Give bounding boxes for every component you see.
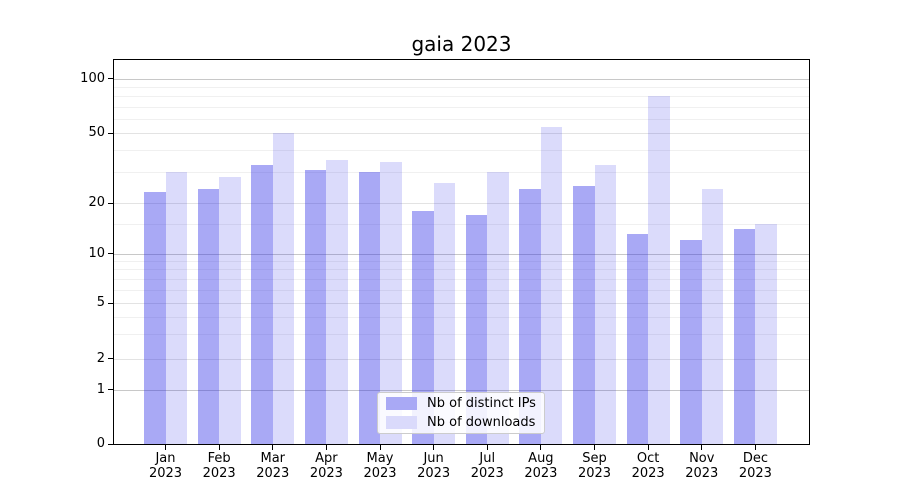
x-tick-label: Nov 2023 [685, 451, 719, 481]
x-tick-label: Feb 2023 [202, 451, 236, 481]
legend-swatch-distinct-ips [386, 397, 417, 410]
bar-downloads-dec [755, 223, 777, 444]
x-tick-mark [540, 445, 542, 450]
bar-distinct-ips-jun [412, 210, 434, 444]
y-tick-label: 20 [88, 195, 105, 210]
legend: Nb of distinct IPs Nb of downloads [377, 392, 545, 434]
minor-gridline [114, 278, 809, 280]
x-tick-label: Jan 2023 [148, 451, 183, 481]
major-gridline [114, 133, 809, 134]
bar-distinct-ips-feb [197, 189, 220, 444]
y-tick-label: 10 [88, 245, 105, 261]
x-tick-mark [325, 445, 327, 450]
x-tick-mark [272, 445, 274, 450]
x-tick-mark [486, 445, 488, 450]
x-tick-mark [701, 445, 703, 450]
x-tick-label: Oct 2023 [631, 451, 665, 481]
x-tick-label: Mar 2023 [256, 451, 290, 481]
minor-gridline [114, 172, 809, 174]
bar-downloads-oct [648, 96, 670, 444]
bar-distinct-ips-oct [626, 234, 649, 444]
plot-area [113, 59, 810, 445]
x-tick-label: May 2023 [363, 451, 397, 481]
legend-label-distinct-ips: Nb of distinct IPs [427, 396, 536, 411]
x-tick-label: Jun 2023 [417, 451, 451, 481]
y-tick-label: 5 [96, 295, 105, 310]
bar-downloads-apr [326, 160, 348, 444]
minor-gridline [114, 269, 809, 271]
bar-downloads-jul [487, 172, 509, 444]
bar-downloads-feb [219, 177, 241, 444]
legend-swatch-downloads [386, 416, 417, 429]
major-gridline [114, 253, 809, 255]
minor-gridline [114, 150, 809, 152]
bar-downloads-aug [540, 126, 563, 444]
minor-gridline [114, 289, 809, 291]
bar-downloads-jun [433, 182, 456, 444]
bar-distinct-ips-apr [304, 169, 327, 444]
y-tick-mark [108, 78, 113, 79]
chart-title: gaia 2023 [411, 32, 512, 56]
x-tick-mark [218, 445, 220, 450]
y-tick-label: 100 [80, 70, 105, 86]
x-tick-mark [379, 445, 381, 450]
major-gridline [114, 203, 809, 204]
bar-distinct-ips-nov [680, 240, 702, 444]
bar-distinct-ips-may [358, 172, 380, 444]
x-tick-mark [165, 445, 166, 450]
y-tick-label: 1 [96, 381, 105, 397]
x-tick-label: Apr 2023 [309, 451, 343, 481]
y-tick-mark [108, 302, 113, 304]
legend-item-downloads: Nb of downloads [386, 415, 544, 430]
y-tick-mark [108, 253, 113, 254]
x-tick-mark [754, 445, 756, 450]
bar-downloads-sep [594, 164, 617, 444]
minor-gridline [114, 261, 809, 263]
y-tick-mark [108, 443, 113, 445]
bar-distinct-ips-mar [251, 164, 273, 444]
x-tick-mark [647, 445, 649, 450]
legend-label-downloads: Nb of downloads [427, 415, 536, 430]
bar-downloads-nov [701, 189, 724, 444]
minor-gridline [114, 86, 809, 88]
bar-distinct-ips-jan [144, 192, 166, 444]
x-tick-label: Sep 2023 [577, 451, 612, 481]
x-tick-mark [594, 445, 596, 450]
x-tick-label: Dec 2023 [738, 451, 772, 481]
minor-gridline [114, 333, 809, 335]
major-gridline [114, 78, 809, 80]
x-tick-mark [433, 445, 435, 450]
bar-distinct-ips-jul [465, 214, 488, 444]
major-gridline [114, 358, 809, 360]
major-gridline [114, 303, 809, 304]
x-tick-label: Aug 2023 [524, 451, 558, 481]
legend-item-distinct-ips: Nb of distinct IPs [386, 396, 544, 411]
y-tick-label: 50 [88, 125, 105, 140]
y-tick-label: 2 [96, 350, 105, 366]
minor-gridline [114, 118, 809, 120]
minor-gridline [114, 96, 809, 98]
y-tick-mark [108, 202, 113, 204]
bar-downloads-jan [165, 172, 187, 444]
y-tick-mark [108, 358, 113, 359]
major-gridline [114, 389, 809, 391]
minor-gridline [114, 223, 809, 225]
minor-gridline [114, 106, 809, 108]
y-tick-mark [108, 389, 113, 390]
bar-downloads-may [380, 162, 402, 444]
y-tick-mark [108, 132, 113, 134]
x-tick-label: Jul 2023 [470, 451, 504, 481]
bar-downloads-mar [272, 133, 295, 444]
bar-distinct-ips-sep [573, 185, 595, 444]
bar-distinct-ips-dec [733, 229, 756, 444]
minor-gridline [114, 316, 809, 318]
bar-distinct-ips-aug [519, 189, 541, 444]
y-tick-label: 0 [96, 436, 105, 451]
